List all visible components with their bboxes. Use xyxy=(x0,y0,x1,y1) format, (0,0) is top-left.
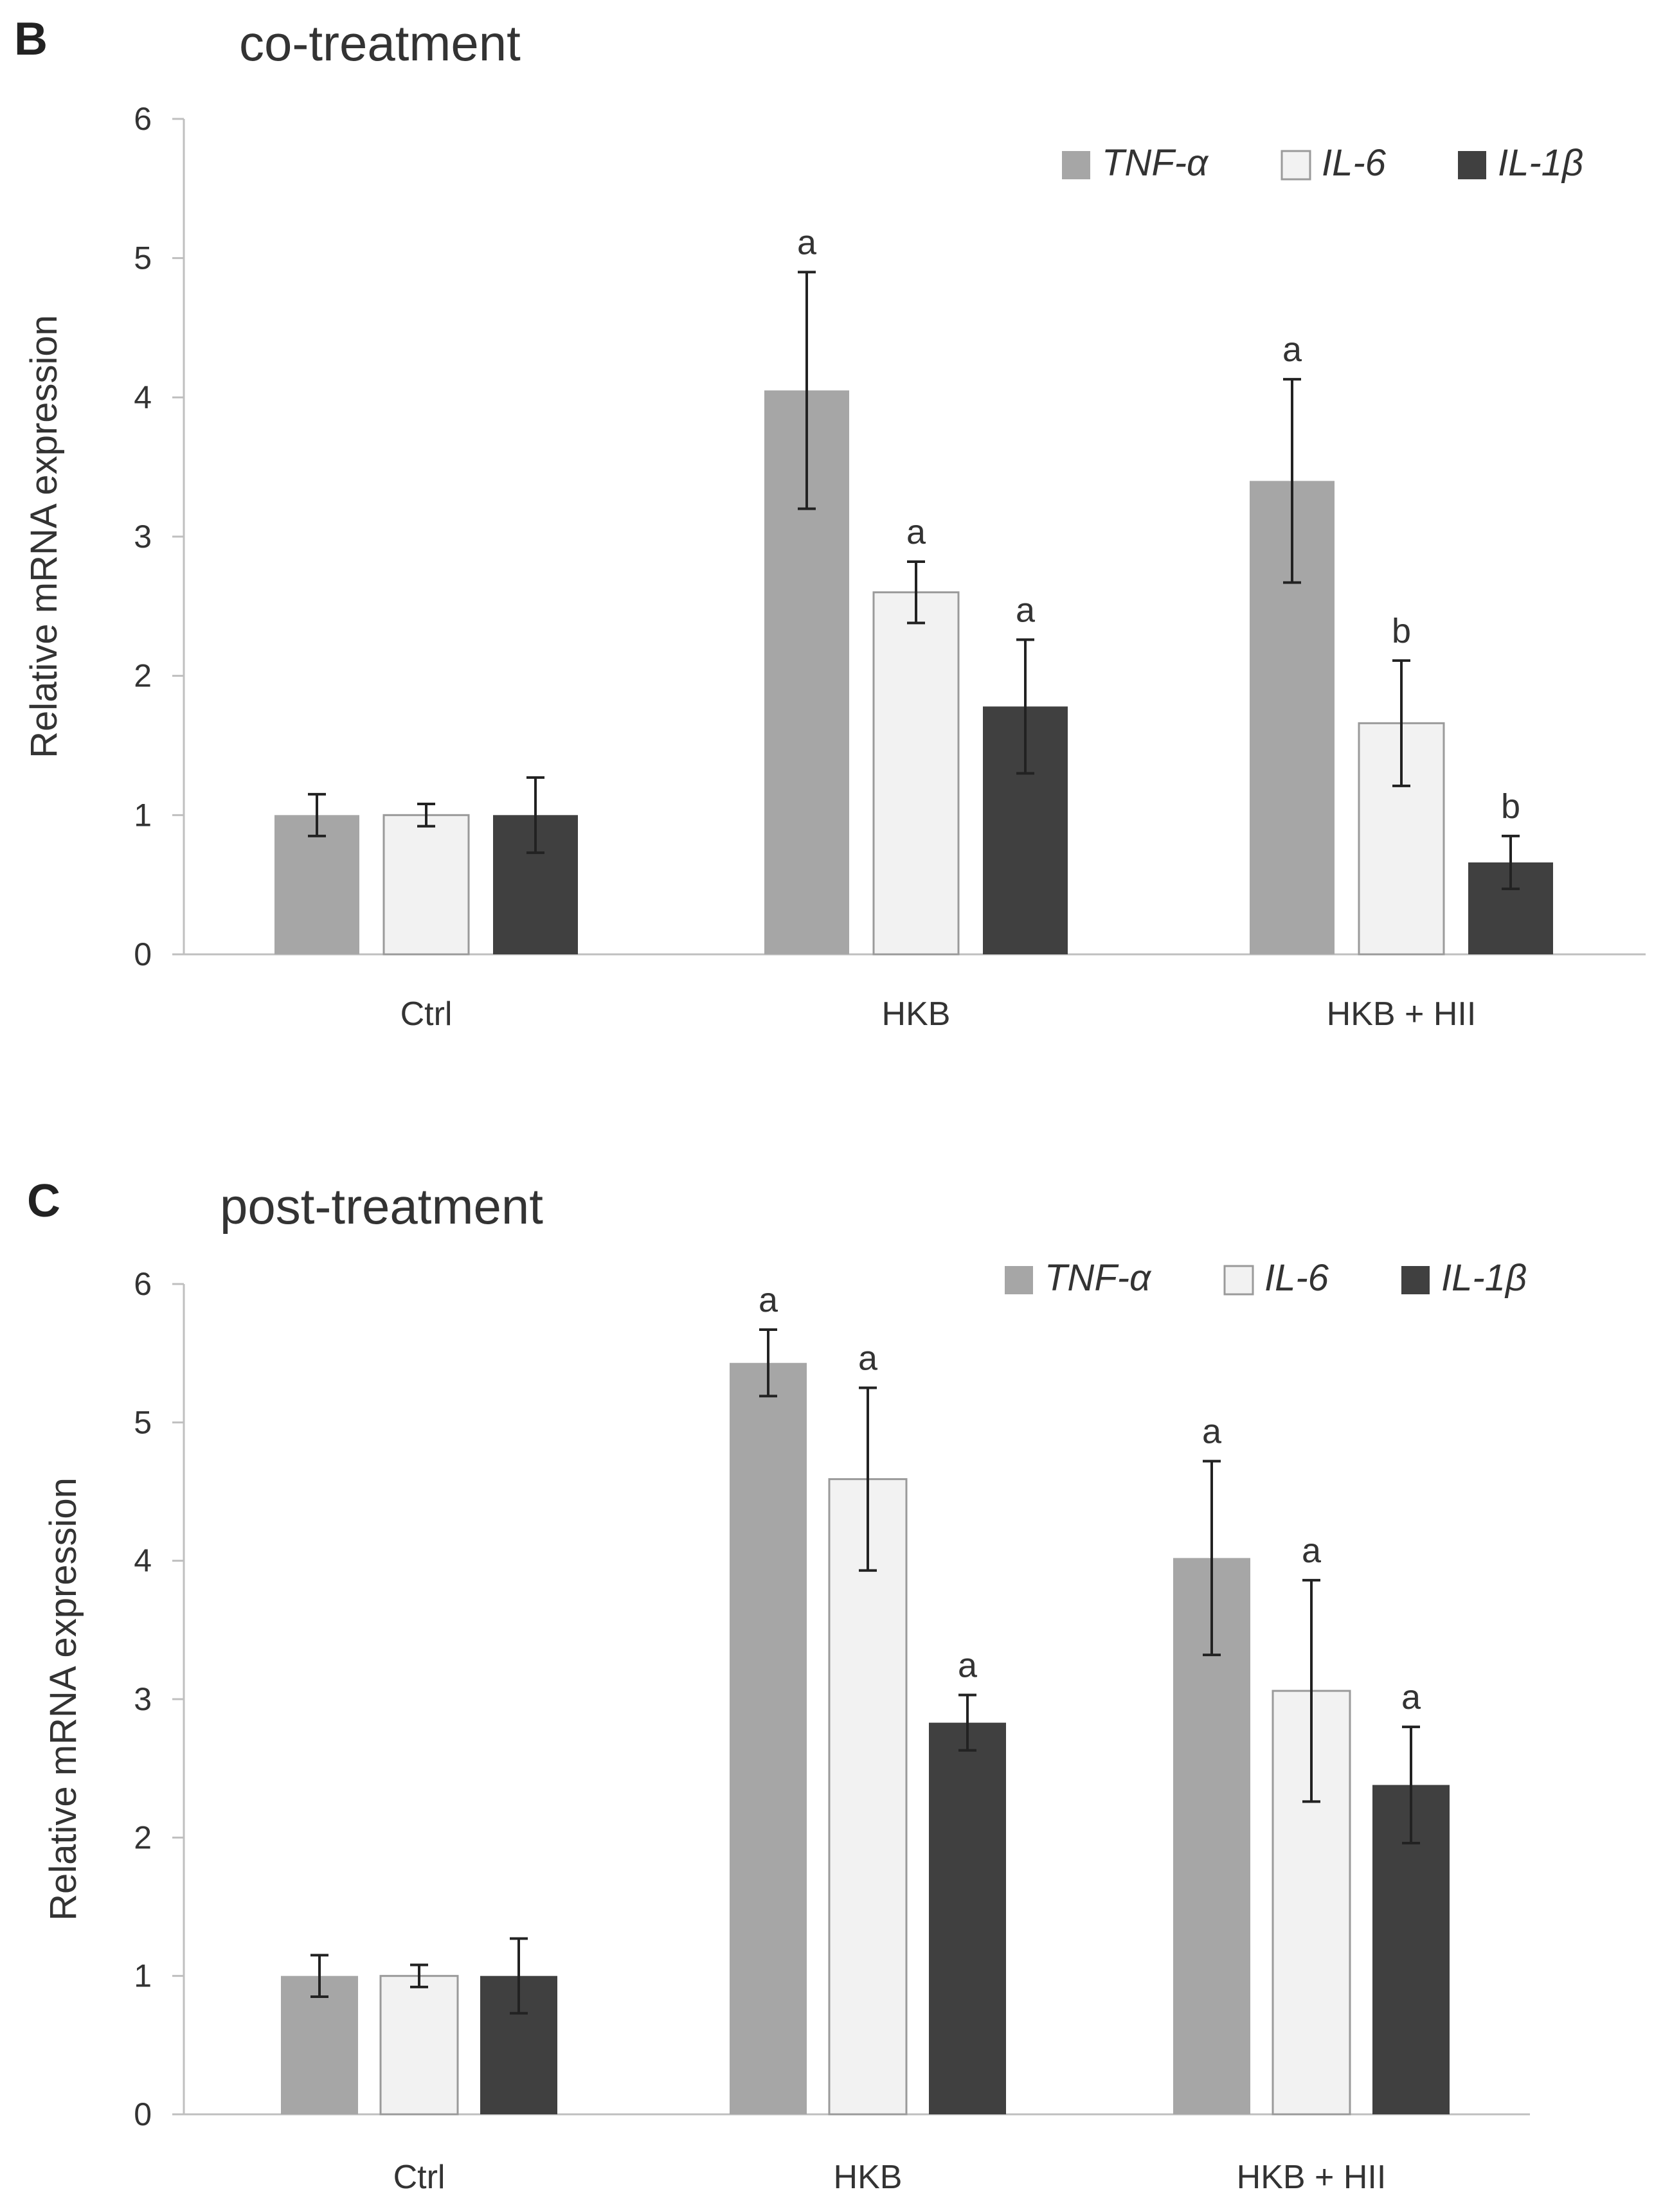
legend-swatch xyxy=(1458,151,1486,179)
chart-title: post-treatment xyxy=(220,1178,543,1235)
legend-label: IL-6 xyxy=(1264,1257,1329,1299)
x-tick-label: Ctrl xyxy=(400,995,453,1033)
significance-label: a xyxy=(1202,1413,1222,1451)
legend-swatch xyxy=(1401,1266,1430,1294)
significance-label: a xyxy=(1302,1531,1322,1570)
x-tick-label: Ctrl xyxy=(393,2159,445,2196)
chart-panel-c: C post-treatment 0 1 2 3 4 5 6 Relative mRNA ex… xyxy=(0,1163,1672,2212)
bar-chart-co-treatment: 0 1 2 3 4 5 6 Relative mRNA expression Ctrl a a a HK… xyxy=(23,101,1646,1033)
legend-swatch xyxy=(1062,151,1090,179)
y-tick-label: 1 xyxy=(134,1958,152,1994)
y-tick-label: 0 xyxy=(134,936,152,972)
x-tick-label: HKB + HII xyxy=(1327,995,1477,1033)
bar-chart-post-treatment: 0 1 2 3 4 5 6 Relative mRNA expression Ctrl a a a HK… xyxy=(42,1257,1530,2196)
y-tick-label: 3 xyxy=(134,1681,152,1717)
significance-label: a xyxy=(1282,330,1302,369)
y-tick-label: 5 xyxy=(134,240,152,276)
x-tick-label: HKB xyxy=(834,2159,903,2196)
legend-label: IL-6 xyxy=(1322,142,1387,184)
significance-label: a xyxy=(759,1281,778,1319)
bar xyxy=(872,591,960,956)
y-tick-label: 2 xyxy=(134,1819,152,1855)
significance-label: b xyxy=(1392,612,1411,650)
legend-swatch xyxy=(1281,150,1311,181)
significance-label: a xyxy=(858,1339,878,1378)
bar xyxy=(382,814,470,956)
bar xyxy=(730,1362,807,2114)
bar xyxy=(281,1976,358,2114)
legend-label: IL-1β xyxy=(1441,1257,1527,1299)
y-tick-label: 2 xyxy=(134,658,152,694)
panel-label: B xyxy=(14,13,48,65)
significance-label: b xyxy=(1501,787,1520,826)
bar xyxy=(274,815,359,954)
legend-swatch xyxy=(1223,1265,1254,1296)
legend-label: IL-1β xyxy=(1498,142,1583,184)
legend-label: TNF-α xyxy=(1045,1257,1152,1299)
y-tick-label: 4 xyxy=(134,379,152,415)
significance-label: a xyxy=(797,223,817,262)
significance-label: a xyxy=(958,1646,978,1685)
y-axis-title: Relative mRNA expression xyxy=(42,1477,84,1921)
x-tick-label: HKB + HII xyxy=(1237,2159,1387,2196)
chart-panel-b: B co-treatment 0 1 2 3 4 5 6 Relative mRNA expr… xyxy=(0,0,1672,1093)
y-axis-title: Relative mRNA expression xyxy=(23,315,65,758)
significance-label: a xyxy=(1401,1678,1421,1717)
y-tick-label: 4 xyxy=(134,1543,152,1579)
chart-title: co-treatment xyxy=(239,15,521,71)
legend-swatch xyxy=(1005,1266,1033,1294)
y-tick-label: 0 xyxy=(134,2096,152,2132)
y-tick-label: 6 xyxy=(134,101,152,137)
y-tick-label: 6 xyxy=(134,1266,152,1302)
bar xyxy=(379,1975,459,2116)
x-tick-label: HKB xyxy=(882,995,951,1033)
y-tick-label: 1 xyxy=(134,797,152,833)
legend-label: TNF-α xyxy=(1102,142,1209,184)
y-tick-label: 5 xyxy=(134,1404,152,1440)
panel-label: C xyxy=(27,1175,60,1227)
y-tick-label: 3 xyxy=(134,519,152,555)
significance-label: a xyxy=(1016,591,1036,629)
significance-label: a xyxy=(906,513,926,551)
bar xyxy=(929,1722,1006,2114)
bar xyxy=(828,1478,908,2116)
